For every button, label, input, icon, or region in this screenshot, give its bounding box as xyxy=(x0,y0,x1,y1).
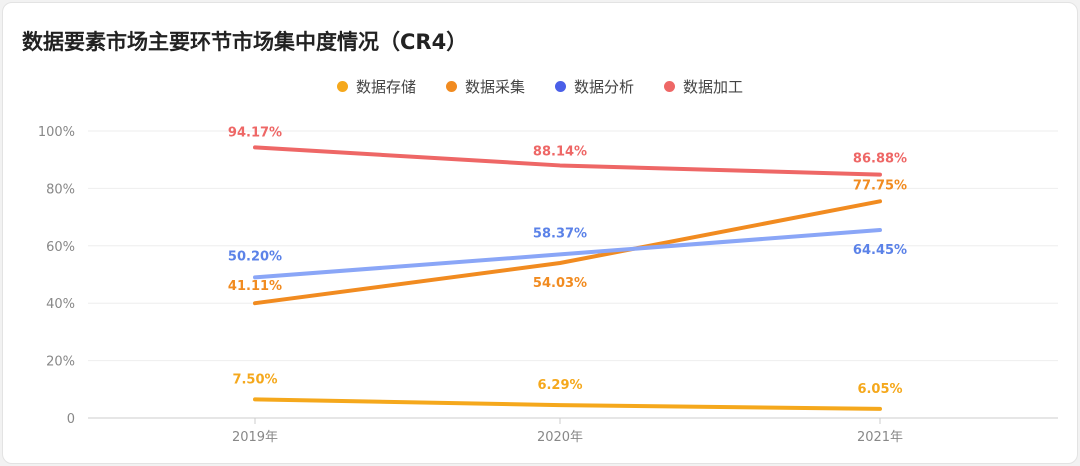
x-tick-label: 2020年 xyxy=(537,430,583,445)
series-line-数据分析 xyxy=(253,228,882,280)
chart-title: 数据要素市场主要环节市场集中度情况（CR4） xyxy=(22,30,468,54)
legend-label: 数据分析 xyxy=(574,78,635,96)
data-label: 6.29% xyxy=(537,378,582,393)
y-tick-label: 60% xyxy=(46,240,75,255)
y-tick-label: 100% xyxy=(38,125,75,140)
data-label: 94.17% xyxy=(228,125,282,140)
legend-item[interactable]: 数据存储 xyxy=(336,76,416,97)
x-tick-label: 2021年 xyxy=(857,430,903,445)
legend-item[interactable]: 数据采集 xyxy=(445,76,525,97)
y-tick-label: 20% xyxy=(46,355,75,370)
series-line-数据加工 xyxy=(253,145,882,177)
data-label: 86.88% xyxy=(853,152,907,167)
legend-label: 数据加工 xyxy=(683,78,744,96)
legend-label: 数据采集 xyxy=(464,78,525,96)
data-label: 7.50% xyxy=(232,372,277,387)
legend-dot-icon xyxy=(555,81,566,92)
legend-item[interactable]: 数据分析 xyxy=(555,76,634,97)
chart-legend: 数据存储 数据采集 数据分析 数据加工 xyxy=(0,76,1080,97)
data-label: 64.45% xyxy=(853,243,907,258)
legend-dot-icon xyxy=(664,81,676,92)
data-label: 77.75% xyxy=(853,178,907,193)
legend-item[interactable]: 数据加工 xyxy=(664,76,743,97)
legend-label: 数据存储 xyxy=(355,78,416,96)
data-label: 41.11% xyxy=(228,279,282,294)
legend-dot-icon xyxy=(336,81,348,92)
data-label: 54.03% xyxy=(533,276,587,291)
data-label: 88.14% xyxy=(533,144,587,159)
series-line-数据采集 xyxy=(253,199,882,306)
series-line-数据存储 xyxy=(253,397,882,411)
data-label: 6.05% xyxy=(857,382,902,397)
y-tick-label: 0 xyxy=(67,412,75,427)
data-label: 50.20% xyxy=(228,249,282,264)
x-tick-label: 2019年 xyxy=(232,430,278,445)
y-tick-label: 40% xyxy=(46,297,75,312)
data-label: 58.37% xyxy=(533,226,587,241)
y-tick-label: 80% xyxy=(46,182,75,197)
legend-dot-icon xyxy=(445,81,457,92)
